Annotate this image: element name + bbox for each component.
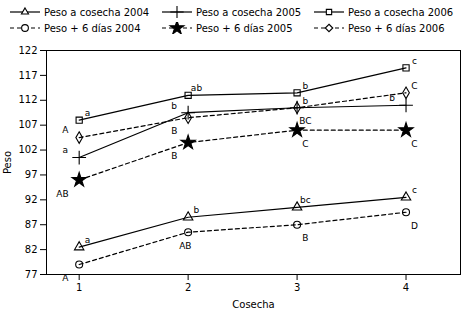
svg-text:a: a bbox=[63, 145, 69, 155]
svg-text:B: B bbox=[171, 151, 177, 161]
svg-text:92: 92 bbox=[25, 194, 38, 205]
svg-text:B: B bbox=[302, 233, 308, 243]
svg-text:D: D bbox=[411, 221, 418, 231]
svg-text:C: C bbox=[411, 81, 417, 91]
html-text:Peso a cosecha 2006: Peso a cosecha 2006 bbox=[348, 6, 454, 18]
svg-text:107: 107 bbox=[18, 119, 37, 130]
svg-text:c: c bbox=[412, 185, 417, 195]
svg-text:b: b bbox=[303, 81, 309, 91]
svg-text:4: 4 bbox=[403, 282, 409, 293]
svg-text:77: 77 bbox=[25, 269, 38, 280]
html-text:Peso + 6 días 2005: Peso + 6 días 2005 bbox=[196, 22, 293, 34]
svg-text:bc: bc bbox=[300, 195, 311, 205]
svg-text:b: b bbox=[194, 205, 200, 215]
html-text:Peso a cosecha 2005: Peso a cosecha 2005 bbox=[196, 6, 302, 18]
svg-text:AB: AB bbox=[56, 189, 68, 199]
svg-text:a: a bbox=[85, 108, 91, 118]
svg-text:97: 97 bbox=[25, 169, 38, 180]
svg-text:112: 112 bbox=[18, 94, 37, 105]
html-text:Peso + 6 días 2006: Peso + 6 días 2006 bbox=[348, 22, 445, 34]
svg-text:ab: ab bbox=[191, 83, 203, 93]
svg-text:Peso: Peso bbox=[2, 151, 13, 174]
svg-text:b: b bbox=[171, 101, 177, 111]
svg-text:AB: AB bbox=[179, 241, 191, 251]
svg-text:1: 1 bbox=[76, 282, 82, 293]
svg-text:117: 117 bbox=[18, 70, 37, 81]
svg-text:a: a bbox=[85, 235, 91, 245]
svg-text:C: C bbox=[302, 139, 308, 149]
svg-text:122: 122 bbox=[18, 45, 37, 56]
svg-text:2: 2 bbox=[185, 282, 191, 293]
svg-text:A: A bbox=[62, 125, 69, 135]
html-text:Peso a cosecha 2004: Peso a cosecha 2004 bbox=[44, 6, 150, 18]
svg-text:b: b bbox=[389, 93, 395, 103]
svg-text:b: b bbox=[303, 96, 309, 106]
svg-text:82: 82 bbox=[25, 244, 38, 255]
html-text:Peso + 6 días 2004: Peso + 6 días 2004 bbox=[44, 22, 141, 34]
svg-text:Cosecha: Cosecha bbox=[232, 299, 274, 310]
svg-text:102: 102 bbox=[18, 144, 37, 155]
svg-text:c: c bbox=[412, 56, 417, 66]
svg-text:B: B bbox=[171, 126, 177, 136]
svg-text:C: C bbox=[411, 139, 417, 149]
svg-text:3: 3 bbox=[294, 282, 300, 293]
svg-text:87: 87 bbox=[25, 219, 38, 230]
svg-text:A: A bbox=[62, 273, 69, 284]
svg-text:BC: BC bbox=[299, 116, 311, 126]
